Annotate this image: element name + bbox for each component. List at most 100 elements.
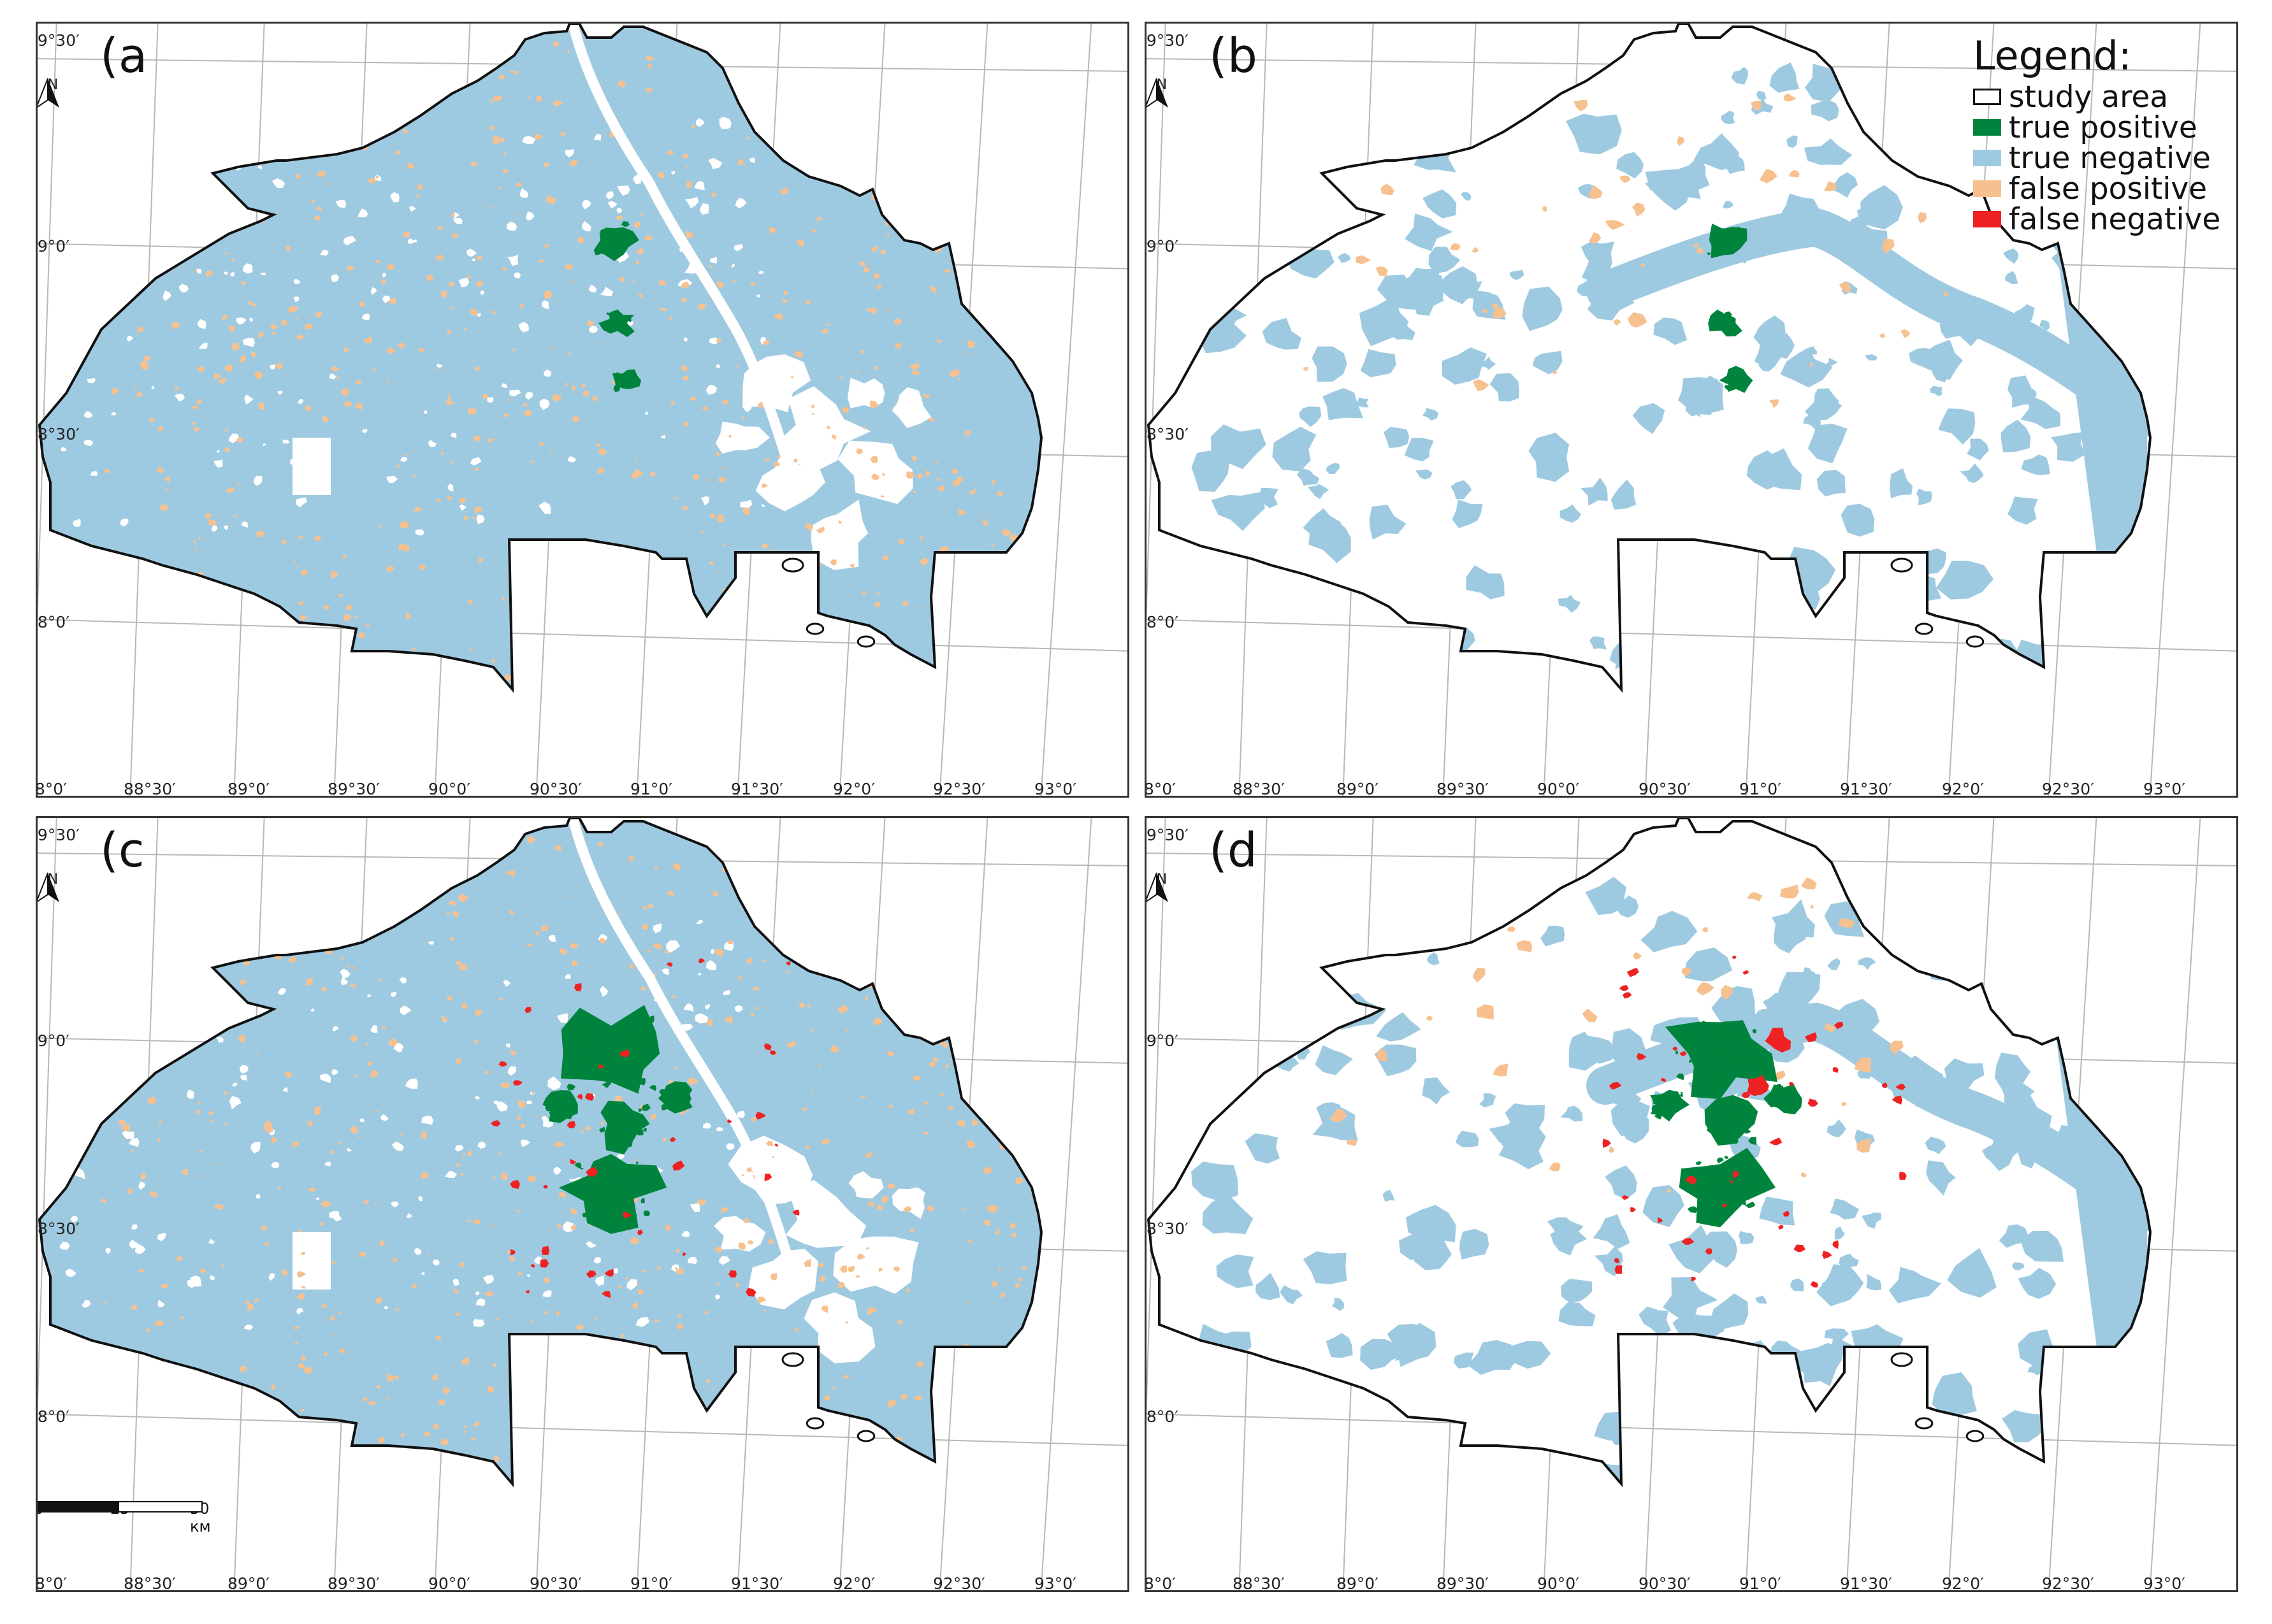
north-arrow-icon: [38, 872, 59, 902]
boundary-islet: [781, 1352, 804, 1367]
lon-label: 88°30′: [1233, 1574, 1285, 1592]
legend-label: true positive: [2009, 110, 2197, 145]
scale-bar-graphic: [38, 1501, 203, 1513]
lat-label: 59°30′: [37, 826, 80, 844]
lon-label: 88°30′: [1233, 780, 1285, 798]
meridian-line: [1040, 818, 1092, 1590]
lon-label: 91°30′: [731, 1574, 783, 1592]
meridian-line: [1147, 818, 1166, 1419]
lon-label: 89°0′: [228, 1574, 270, 1592]
north-arrow: N: [38, 872, 72, 902]
classification-layer: [40, 818, 1041, 1484]
lon-label: 91°0′: [1739, 1574, 1781, 1592]
boundary-islet: [1914, 1417, 1934, 1430]
study-area-boundary: [1147, 818, 2152, 1488]
meridian-line: [2149, 24, 2201, 796]
lon-label: 91°0′: [630, 780, 672, 798]
map-panel-c: (c N 59°30′ 59°0′ 58°30′ 58°0′ 0 25 50 к…: [36, 816, 1129, 1592]
legend-item-true-positive: true positive: [1973, 112, 2220, 143]
boundary-islet: [857, 635, 876, 648]
north-arrow: N: [1147, 77, 1181, 108]
lon-label: 92°0′: [1942, 1574, 1984, 1592]
lon-label: 92°30′: [2042, 1574, 2094, 1592]
lon-label: 93°0′: [2143, 1574, 2185, 1592]
lat-label: 59°30′: [1146, 826, 1189, 844]
lon-label: 91°30′: [1840, 780, 1892, 798]
study-area-boundary: [38, 24, 1043, 693]
study-area-boundary: [38, 818, 1043, 1488]
lon-label: 93°0′: [1034, 1574, 1076, 1592]
parallel-line: [38, 619, 1127, 652]
boundary-islet: [1965, 1430, 1985, 1442]
boundary-islet: [857, 1430, 876, 1442]
lon-label: 91°30′: [731, 780, 783, 798]
lat-label: 59°0′: [37, 1031, 69, 1050]
lat-label: 59°30′: [1146, 31, 1189, 50]
legend: Legend: study area true positive true ne…: [1973, 35, 2220, 234]
lon-label: 88°0′: [36, 1574, 67, 1592]
lat-label: 58°0′: [1146, 613, 1178, 631]
boundary-islet: [1965, 635, 1985, 648]
boundary-islet: [1914, 622, 1934, 635]
lon-label: 92°30′: [933, 780, 985, 798]
lon-label: 93°0′: [1034, 780, 1076, 798]
panel-label: (c: [100, 823, 145, 878]
north-arrow-icon: [1147, 78, 1168, 108]
legend-label: true negative: [2009, 140, 2211, 176]
lat-label: 58°30′: [1146, 425, 1189, 443]
lon-label: 92°30′: [933, 1574, 985, 1592]
legend-label: false positive: [2009, 171, 2208, 206]
north-arrow: N: [38, 77, 72, 108]
lon-label: 88°30′: [124, 780, 176, 798]
boundary-islet: [1890, 557, 1913, 573]
map-canvas: [1147, 818, 2236, 1590]
meridian-line: [2149, 818, 2201, 1590]
legend-label: study area: [2009, 79, 2169, 115]
parallel-line: [1147, 619, 2236, 652]
panel-label: (b: [1209, 29, 1257, 83]
legend-item-false-negative: false negative: [1973, 204, 2220, 234]
lon-label: 89°0′: [1336, 1574, 1378, 1592]
lat-label: 58°0′: [37, 1407, 69, 1426]
map-panel-d: (d N 59°30′ 59°0′ 58°30′ 58°0′ 88°0′ 88°3…: [1145, 816, 2238, 1592]
lon-label: 90°30′: [530, 1574, 582, 1592]
lon-label: 89°0′: [228, 780, 270, 798]
lat-label: 58°0′: [37, 613, 69, 631]
north-arrow: N: [1147, 872, 1181, 902]
lon-label: 90°0′: [428, 1574, 470, 1592]
lon-label: 89°30′: [1436, 780, 1489, 798]
meridian-line: [38, 818, 57, 1419]
map-panel-b: (b N 59°30′ 59°0′ 58°30′ 58°0′ Legend: s…: [1145, 22, 2238, 798]
lat-label: 58°30′: [1146, 1219, 1189, 1238]
lat-label: 58°0′: [1146, 1407, 1178, 1426]
lon-label: 88°0′: [1145, 780, 1176, 798]
scale-bar: 0 25 50 км: [38, 1500, 225, 1535]
lon-label: 90°30′: [530, 780, 582, 798]
lon-label: 90°30′: [1639, 780, 1691, 798]
lat-label: 59°30′: [37, 31, 80, 50]
lon-label: 90°0′: [1537, 1574, 1579, 1592]
lon-label: 89°0′: [1336, 780, 1378, 798]
boundary-islet: [1890, 1352, 1913, 1367]
map-canvas: [38, 818, 1127, 1590]
lon-label: 90°0′: [1537, 780, 1579, 798]
lon-label: 93°0′: [2143, 780, 2185, 798]
map-panel-a: (a N 59°30′ 59°0′ 58°30′ 58°0′ 88°0′ 88°3…: [36, 22, 1129, 798]
lon-label: 90°30′: [1639, 1574, 1691, 1592]
legend-swatch: [1973, 89, 2001, 106]
lon-label: 89°30′: [1436, 1574, 1489, 1592]
boundary-islet: [781, 557, 804, 573]
lon-label: 92°0′: [1942, 780, 1984, 798]
lon-label: 92°0′: [833, 1574, 875, 1592]
lon-label: 91°30′: [1840, 1574, 1892, 1592]
lon-label: 92°0′: [833, 780, 875, 798]
lat-label: 59°0′: [37, 237, 69, 255]
lon-label: 88°30′: [124, 1574, 176, 1592]
lat-label: 59°0′: [1146, 237, 1178, 255]
legend-title: Legend:: [1973, 32, 2132, 79]
lon-label: 88°0′: [36, 780, 67, 798]
parallel-line: [38, 1413, 1127, 1446]
north-arrow-icon: [1147, 872, 1168, 902]
legend-item-true-negative: true negative: [1973, 143, 2220, 173]
lat-label: 59°0′: [1146, 1031, 1178, 1050]
